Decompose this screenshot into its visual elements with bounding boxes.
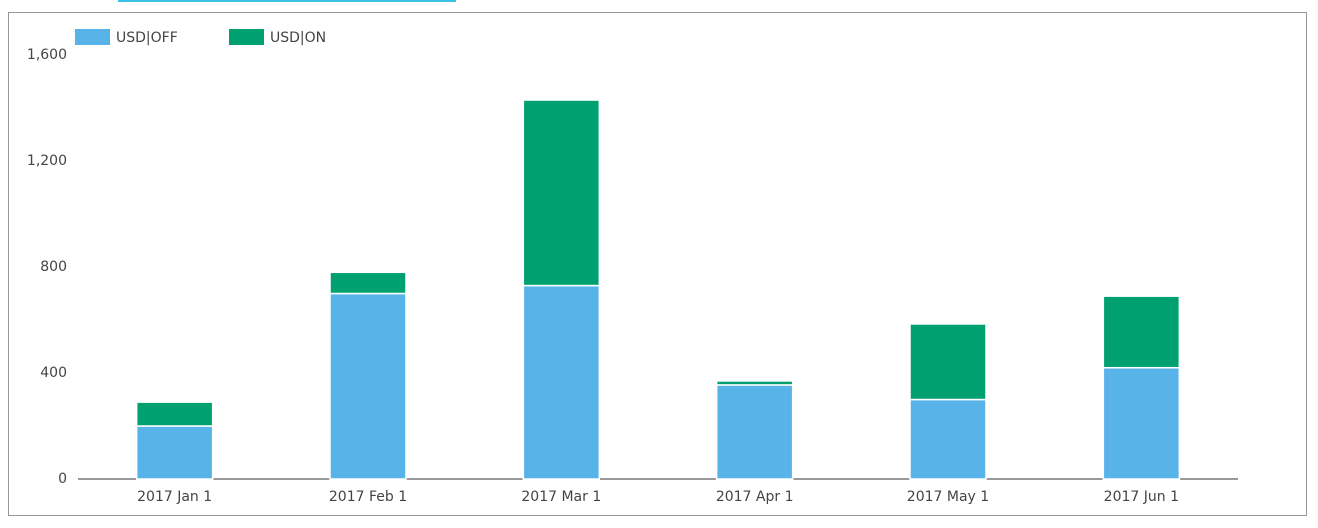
bar-segment — [909, 398, 987, 480]
bar-segment — [522, 99, 601, 287]
bar-segment — [135, 401, 214, 427]
bar-segment — [715, 384, 794, 480]
x-tick-label: 2017 Jun 1 — [1104, 489, 1179, 505]
bar-segment — [1102, 295, 1181, 369]
x-tick-label: 2017 Apr 1 — [716, 489, 794, 505]
x-tick-label: 2017 Feb 1 — [329, 489, 407, 505]
y-tick-label: 0 — [58, 471, 67, 487]
x-tick-label: 2017 Mar 1 — [521, 489, 601, 505]
legend-label: USD|OFF — [116, 30, 178, 46]
x-tick-label: 2017 May 1 — [907, 489, 989, 505]
bar-segment — [715, 380, 794, 386]
legend-label: USD|ON — [270, 30, 326, 46]
y-tick-label: 400 — [40, 365, 67, 381]
bar-segment — [522, 284, 601, 480]
legend-swatch — [229, 29, 264, 45]
y-tick-label: 1,200 — [27, 153, 67, 169]
bar-segment — [135, 425, 214, 480]
bar-segment — [329, 292, 407, 480]
bar-segment — [909, 323, 987, 401]
legend-swatch — [75, 29, 110, 45]
bar-segment — [329, 271, 407, 295]
tab-underline — [118, 0, 456, 2]
bar-segment — [1102, 366, 1181, 480]
frame — [8, 12, 1307, 516]
y-tick-label: 1,600 — [27, 47, 67, 63]
x-tick-label: 2017 Jan 1 — [137, 489, 212, 505]
y-tick-label: 800 — [40, 259, 67, 275]
